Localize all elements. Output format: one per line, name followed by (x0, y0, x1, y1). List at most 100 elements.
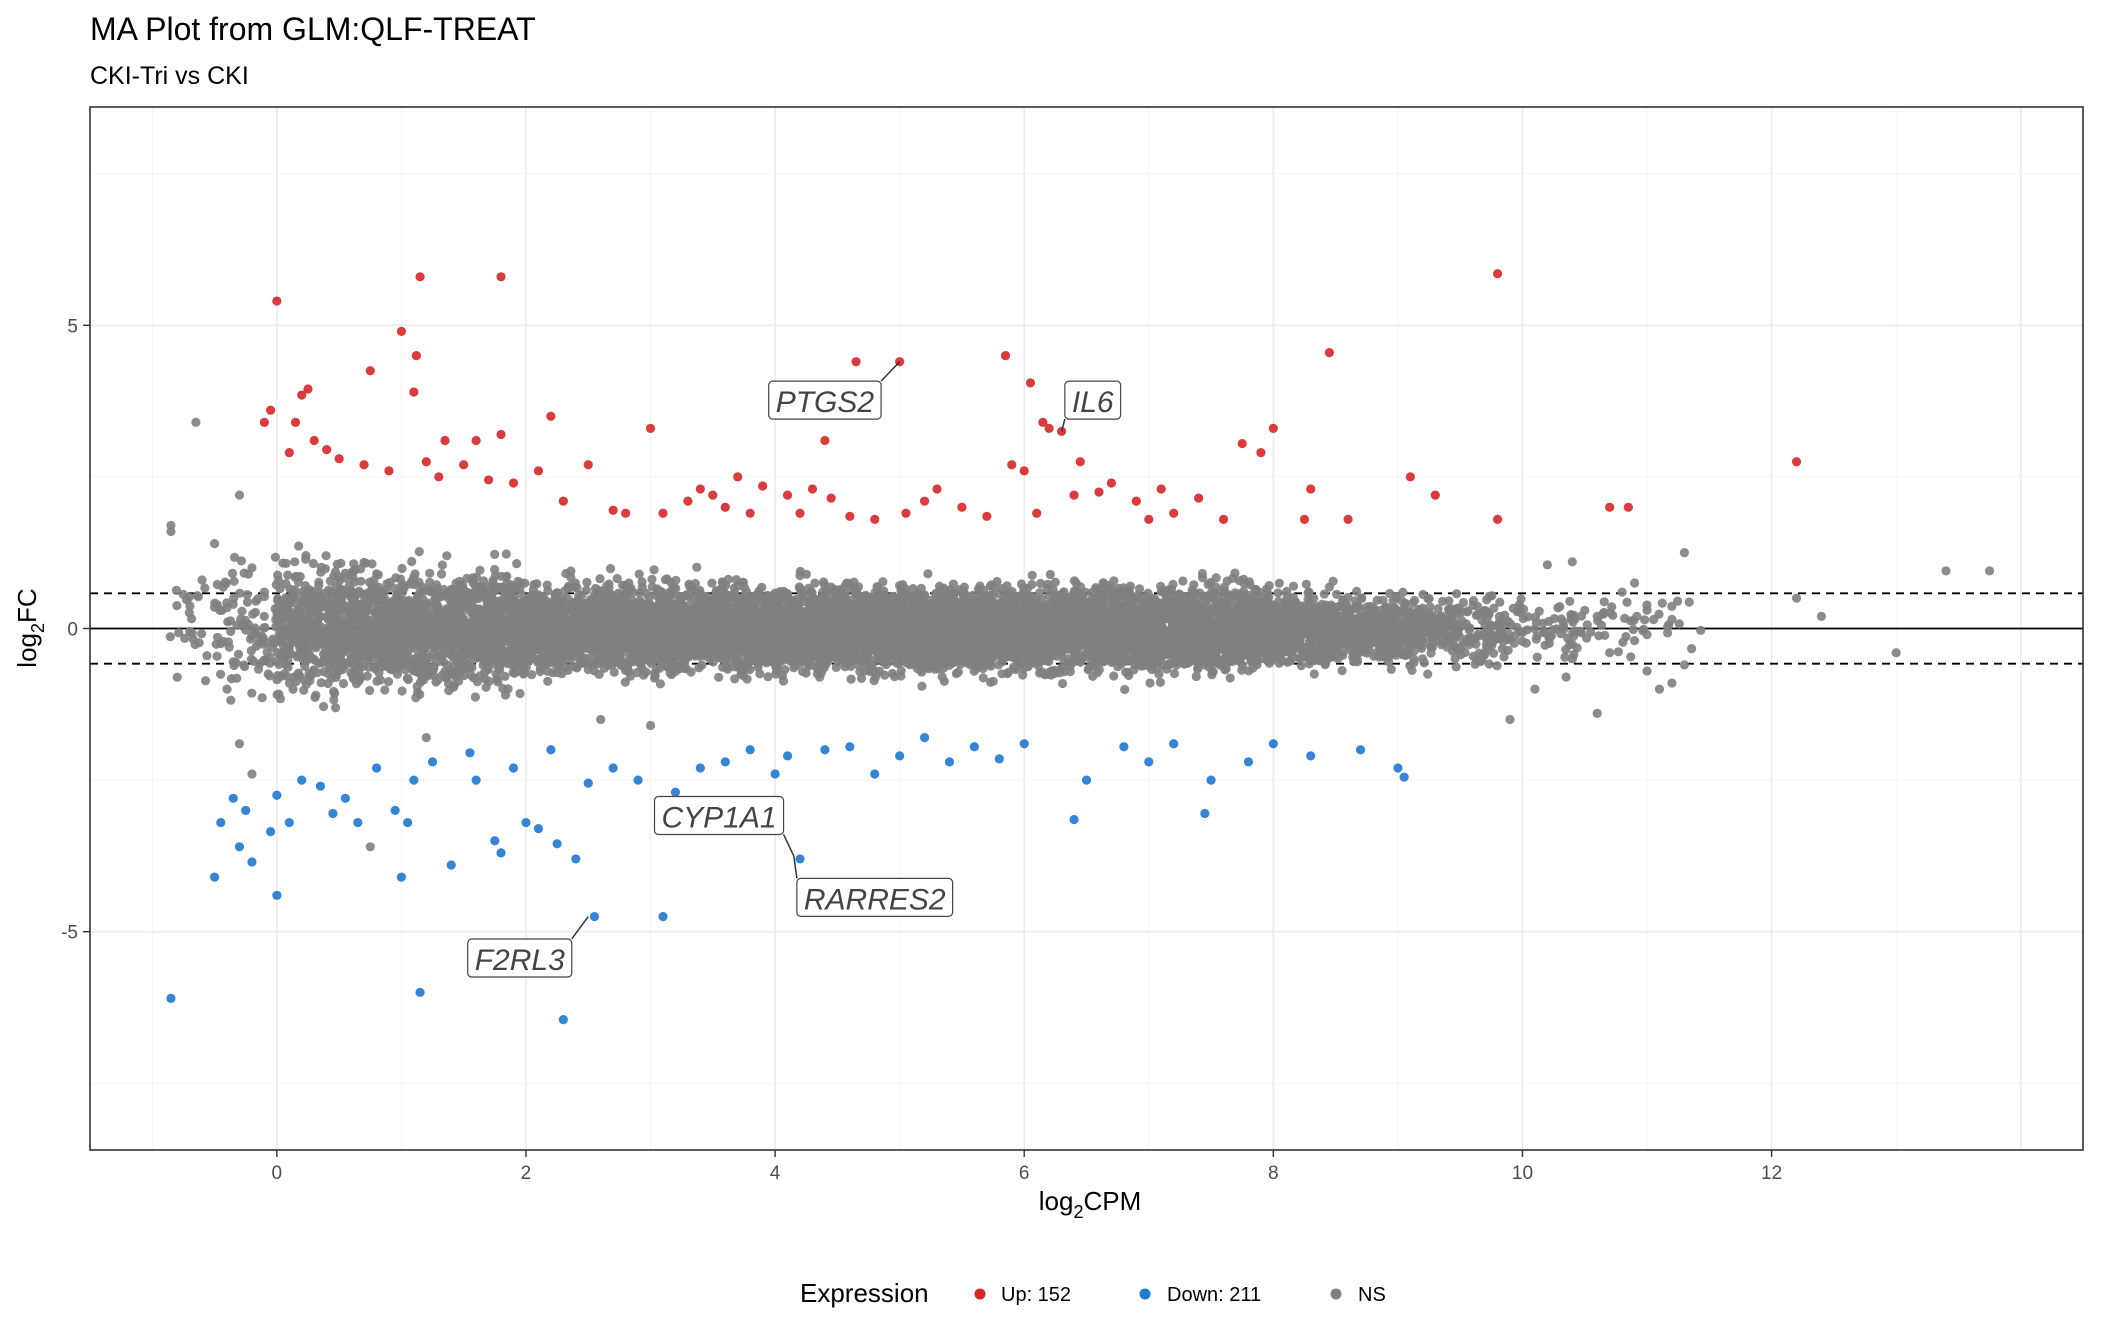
ns-point (445, 666, 455, 676)
ns-point (478, 576, 489, 586)
ns-point (407, 660, 417, 670)
ns-point (184, 592, 194, 602)
ns-point (382, 579, 392, 589)
ns-point (228, 599, 238, 610)
ns-point (380, 685, 390, 695)
ns-point (188, 634, 198, 644)
ns-point (326, 663, 336, 674)
ns-point (418, 595, 428, 605)
ns-point (410, 580, 420, 590)
ns-point (771, 612, 781, 622)
ns-point (771, 669, 781, 679)
ns-point (798, 591, 809, 601)
ns-point (420, 661, 430, 671)
ns-point (470, 692, 480, 702)
ns-point (372, 676, 382, 686)
ns-point (272, 690, 282, 700)
ns-point (668, 582, 678, 592)
ns-point (543, 676, 553, 686)
ns-point (276, 671, 286, 682)
ns-point (216, 669, 226, 679)
ns-point (627, 595, 637, 605)
ns-point (726, 649, 736, 659)
ns-point (589, 658, 599, 668)
ns-point (729, 583, 740, 593)
ns-point (280, 604, 290, 615)
ns-point (813, 632, 823, 642)
ns-point (652, 654, 662, 664)
ns-point (335, 663, 345, 673)
ns-point (588, 640, 599, 651)
ns-point (605, 564, 616, 574)
ns-point (531, 636, 541, 646)
ns-point (459, 671, 469, 681)
ns-point (586, 626, 596, 636)
ns-point (236, 556, 246, 566)
ns-point (230, 552, 240, 563)
ns-point (345, 586, 356, 596)
ns-point (732, 640, 742, 650)
ns-point (478, 610, 489, 620)
ns-point (810, 602, 820, 612)
ns-point (436, 612, 447, 622)
ns-point (379, 593, 389, 603)
ns-point (172, 672, 182, 682)
ns-point (237, 606, 247, 616)
ns-point (684, 592, 694, 602)
ns-point (356, 564, 366, 574)
ns-point (595, 617, 605, 627)
ns-point (223, 637, 233, 647)
ns-point (490, 564, 500, 575)
ns-point (389, 583, 399, 594)
ns-point (620, 580, 630, 591)
ns-point (360, 589, 371, 599)
ns-point (650, 673, 660, 683)
ns-point (647, 574, 657, 584)
ns-point (566, 566, 576, 576)
ns-point (716, 653, 727, 663)
ns-point (813, 618, 823, 629)
ns-point (819, 577, 829, 587)
ns-point (469, 673, 479, 683)
ns-point (806, 609, 816, 620)
ns-point (783, 614, 793, 624)
ns-point (687, 618, 697, 629)
ns-point (731, 592, 741, 602)
ns-point (362, 671, 372, 681)
ns-point (740, 633, 750, 643)
ns-point (425, 577, 435, 588)
ns-point (810, 578, 820, 588)
ns-point (257, 693, 267, 703)
ns-point (283, 570, 293, 580)
ns-point (413, 620, 423, 630)
ns-point (239, 660, 249, 670)
ns-point (696, 590, 706, 600)
ns-point (475, 565, 485, 575)
ns-point (272, 614, 282, 625)
ns-point (649, 627, 659, 637)
ns-point (481, 682, 491, 692)
ns-point (342, 627, 352, 637)
ns-point (496, 571, 506, 581)
ns-point (665, 668, 675, 678)
ns-point (714, 602, 724, 613)
ns-point (694, 663, 704, 673)
ns-point (634, 637, 644, 647)
ns-point (575, 617, 585, 627)
ns-point (516, 578, 526, 588)
ns-point (560, 605, 570, 616)
ns-point (248, 609, 258, 619)
ns-point (253, 664, 264, 674)
ns-point (439, 657, 449, 667)
ns-point (212, 651, 222, 661)
ns-point (311, 690, 321, 700)
ns-point (736, 621, 746, 631)
ns-point (511, 661, 521, 672)
ns-point (171, 585, 181, 595)
ns-point (743, 606, 753, 616)
ns-point (294, 541, 304, 551)
ns-point (594, 585, 604, 596)
ns-point (323, 678, 333, 689)
ns-point (527, 670, 537, 680)
ns-point (335, 576, 345, 586)
